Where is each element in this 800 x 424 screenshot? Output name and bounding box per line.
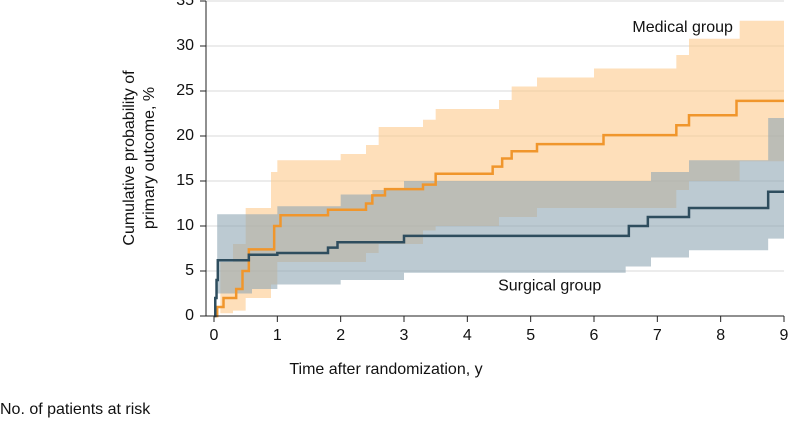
y-tick-label: 10 [176,217,194,234]
y-tick-label: 20 [176,127,194,144]
y-tick-label: 0 [185,307,194,324]
x-axis-label: Time after randomization, y [289,361,482,378]
step-line [214,190,784,318]
step-line [214,99,784,318]
y-axis-label: Cumulative probability of [121,70,138,246]
x-tick-label: 5 [526,327,535,344]
y-tick-label: 15 [176,172,194,189]
series-label: Surgical group [498,278,601,295]
x-tick-label: 1 [273,327,282,344]
y-axis-label: primary outcome, % [141,87,158,229]
y-tick-label: 25 [176,82,194,99]
x-tick-label: 0 [210,327,219,344]
y-tick-label: 5 [185,262,194,279]
x-tick-label: 4 [463,327,472,344]
x-tick-label: 6 [590,327,599,344]
x-tick-label: 7 [653,327,662,344]
x-tick-label: 2 [336,327,345,344]
y-tick-label: 30 [176,37,194,54]
x-tick-label: 3 [400,327,409,344]
series-label: Medical group [632,19,733,36]
x-tick-label: 9 [780,327,789,344]
y-tick-label: 35 [176,0,194,9]
x-tick-label: 8 [716,327,725,344]
confidence-band [214,118,784,316]
risk-table-title: No. of patients at risk [0,401,151,418]
